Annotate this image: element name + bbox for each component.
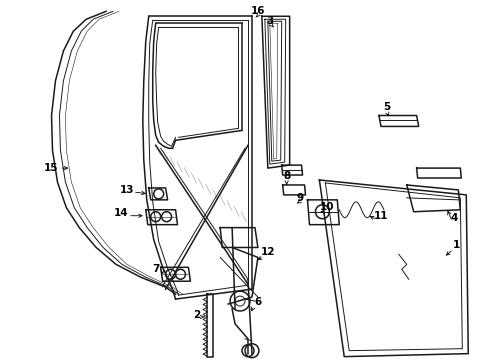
- Text: 6: 6: [254, 297, 262, 307]
- Text: 12: 12: [261, 247, 275, 257]
- Text: 7: 7: [152, 264, 159, 274]
- Text: 16: 16: [251, 6, 265, 16]
- Text: 11: 11: [374, 211, 388, 221]
- Text: 4: 4: [451, 213, 458, 223]
- Text: 3: 3: [266, 16, 273, 26]
- Text: 2: 2: [193, 310, 200, 320]
- Text: 13: 13: [120, 185, 134, 195]
- Text: 10: 10: [320, 202, 335, 212]
- Text: 1: 1: [453, 240, 460, 251]
- Text: 8: 8: [283, 171, 290, 181]
- Text: 5: 5: [383, 102, 391, 112]
- Text: 15: 15: [44, 163, 59, 173]
- Text: 14: 14: [114, 208, 128, 218]
- Text: 9: 9: [296, 193, 303, 203]
